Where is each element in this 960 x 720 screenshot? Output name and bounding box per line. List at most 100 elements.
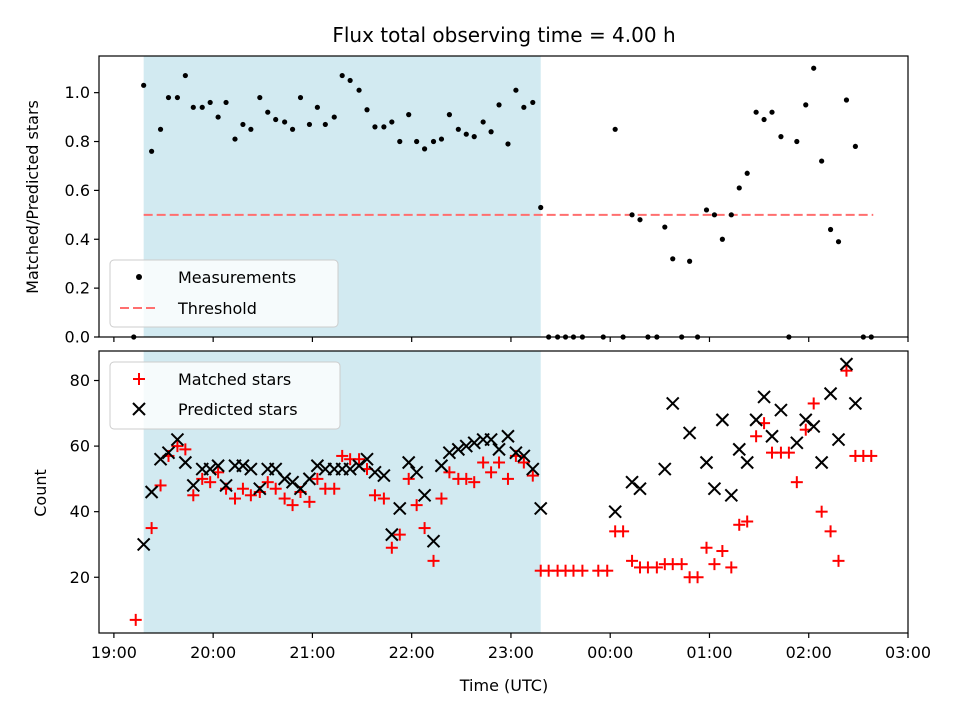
matched-stars-legend-label: Matched stars xyxy=(178,370,291,389)
matched-star-point xyxy=(443,466,456,479)
measurement-point xyxy=(811,65,817,71)
predicted-star-point xyxy=(136,537,151,552)
measurement-point xyxy=(471,134,477,140)
predicted-star-point xyxy=(409,465,424,480)
measurement-point xyxy=(232,136,238,142)
predicted-star-point xyxy=(360,452,374,466)
matched-star-point xyxy=(517,456,530,469)
predicted-star-point xyxy=(848,396,863,411)
measurement-point xyxy=(248,126,254,132)
matched-star-point xyxy=(782,446,795,459)
measurement-point xyxy=(347,77,353,84)
top-y-axis-label: Matched/Predicted stars xyxy=(23,100,42,294)
measurement-point xyxy=(530,99,536,106)
measurement-point xyxy=(314,104,320,110)
measurement-point xyxy=(521,104,527,110)
threshold-legend-label: Threshold xyxy=(177,299,257,318)
matched-star-point xyxy=(865,449,878,462)
top-legend: Measurements Threshold xyxy=(109,259,339,328)
predicted-star-point xyxy=(526,462,540,476)
measurement-point xyxy=(488,129,494,135)
measurement-point xyxy=(306,121,313,128)
measurement-point xyxy=(794,138,800,145)
measurement-point xyxy=(339,72,345,79)
measurement-point xyxy=(496,102,502,108)
top-x-ticks xyxy=(113,337,909,342)
bottom-x-ticks: 19:00 20:00 21:00 22:00 23:00 00:00 01:00 02:00… xyxy=(91,633,931,662)
measurement-point xyxy=(190,104,196,110)
predicted-star-point xyxy=(608,504,622,519)
predicted-star-point xyxy=(509,445,523,460)
top-panel-frame xyxy=(98,55,909,338)
matched-stars-series xyxy=(129,364,878,626)
matched-star-point xyxy=(328,482,341,495)
predicted-star-point xyxy=(451,442,466,457)
measurement-point xyxy=(157,126,164,132)
top-y-tick-label: 1.0 xyxy=(65,83,90,102)
matched-star-point xyxy=(501,472,514,485)
predicted-star-point xyxy=(178,455,193,470)
predicted-star-point xyxy=(186,478,201,493)
top-y-ticks: 0.0 0.2 0.4 0.6 0.8 1.0 xyxy=(65,83,99,347)
matched-star-point xyxy=(145,522,158,535)
measurement-point xyxy=(744,170,750,176)
x-tick-label: 20:00 xyxy=(190,643,236,662)
bottom-y-ticks: 20 40 60 80 xyxy=(70,371,99,587)
predicted-star-point xyxy=(211,459,225,473)
predicted-star-point xyxy=(459,439,473,453)
measurement-point xyxy=(753,109,759,115)
matched-star-point xyxy=(626,554,639,567)
measurement-point xyxy=(207,99,213,106)
predicted-star-point xyxy=(666,396,680,411)
bottom-panel: 20 40 60 80 19:00 20:00 21:00 22:00 23:00 00:00 0… xyxy=(31,350,931,695)
predicted-star-point xyxy=(426,534,441,548)
predicted-star-point xyxy=(806,419,821,434)
measurement-point xyxy=(446,112,453,118)
matched-star-point xyxy=(303,495,316,508)
matched-star-point xyxy=(601,564,614,577)
bottom-y-tick-label: 80 xyxy=(70,371,90,390)
measurement-point xyxy=(430,138,437,145)
matched-star-point xyxy=(468,476,481,489)
measurement-point xyxy=(265,109,271,115)
measurement-point xyxy=(406,112,412,118)
measurement-point xyxy=(381,124,387,130)
matched-star-point xyxy=(368,489,381,502)
measurements-series xyxy=(131,65,874,340)
matched-star-point xyxy=(460,472,473,485)
measurement-point xyxy=(803,102,809,108)
matched-star-point xyxy=(228,492,241,505)
measurement-point xyxy=(612,126,618,132)
x-tick-label: 00:00 xyxy=(587,643,633,662)
predicted-star-point xyxy=(393,501,407,516)
chart-title: Flux total observing time = 4.00 h xyxy=(332,23,675,47)
matched-star-point xyxy=(700,541,713,554)
predicted-star-point xyxy=(401,455,416,470)
matched-star-point xyxy=(427,554,440,567)
measurement-point xyxy=(414,138,420,145)
measurement-point xyxy=(364,107,370,113)
measurement-point xyxy=(769,109,775,115)
measurement-point xyxy=(827,226,834,233)
matched-star-point xyxy=(196,472,209,485)
top-y-tick-label: 0.8 xyxy=(65,132,90,151)
measurement-point xyxy=(356,87,362,93)
matched-star-point xyxy=(526,469,539,482)
bottom-y-tick-label: 60 xyxy=(70,437,90,456)
predicted-star-point xyxy=(277,472,292,486)
matched-star-point xyxy=(493,456,506,469)
measurement-point xyxy=(835,239,842,245)
matched-star-point xyxy=(179,443,192,456)
matched-star-point xyxy=(840,364,853,377)
predicted-star-point xyxy=(715,413,730,427)
predicted-star-point xyxy=(839,357,854,371)
matched-star-point xyxy=(716,545,729,558)
matched-star-point xyxy=(187,489,200,502)
predicted-star-point xyxy=(144,485,159,499)
matched-star-point xyxy=(824,525,837,538)
matched-star-point xyxy=(790,476,803,489)
matched-star-point xyxy=(741,515,754,528)
bottom-legend: Matched stars Predicted stars xyxy=(109,361,341,430)
measurement-point xyxy=(322,121,328,128)
